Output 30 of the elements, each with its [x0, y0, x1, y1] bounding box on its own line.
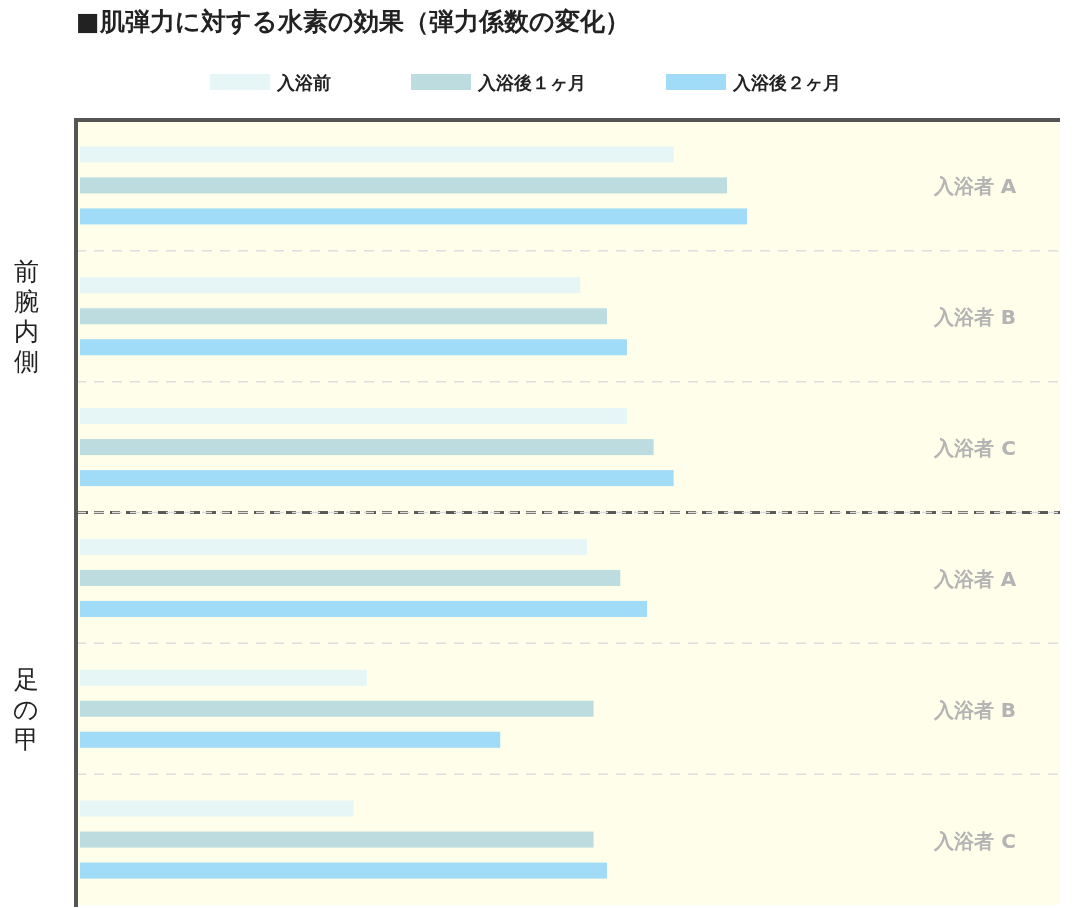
text: 前腕内側 — [13, 257, 39, 377]
legend-label: 入浴後１ヶ月 — [477, 72, 586, 93]
bar — [80, 800, 354, 817]
y-tick-label: 入浴者 A — [932, 566, 1017, 591]
bar — [80, 731, 501, 748]
bar — [80, 208, 747, 225]
bar — [80, 862, 607, 879]
y-tick-label: 入浴者 B — [932, 305, 1017, 330]
bar — [80, 700, 594, 717]
bar — [80, 408, 627, 425]
legend-label: 入浴前 — [276, 72, 331, 93]
y-tick-label: 入浴者 B — [932, 697, 1017, 722]
bar — [80, 669, 367, 686]
y-tick-label: 入浴者 C — [933, 436, 1016, 461]
bar — [80, 831, 594, 848]
bar — [80, 146, 674, 163]
bar — [80, 600, 647, 617]
bar — [80, 470, 674, 487]
y-tick-label: 入浴者 C — [933, 828, 1016, 853]
y-tick-label: 入浴者 A — [932, 174, 1017, 199]
chart-title: ■肌弾力に対する水素の効果（弾力係数の変化） — [76, 7, 630, 36]
bar — [80, 339, 627, 356]
bar — [80, 538, 587, 555]
text: 足の甲 — [13, 664, 39, 754]
bar — [80, 569, 621, 586]
bar — [80, 439, 654, 456]
bar — [80, 308, 607, 325]
legend-label: 入浴後２ヶ月 — [732, 72, 841, 93]
bar — [80, 177, 727, 194]
bar — [80, 277, 581, 294]
